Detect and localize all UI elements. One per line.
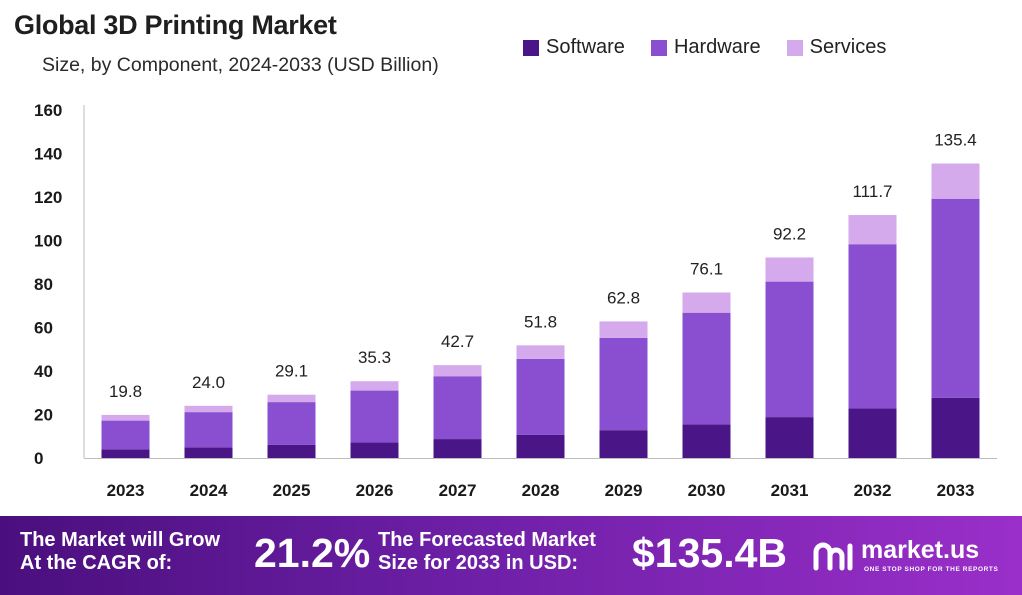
legend: Software Hardware Services (523, 36, 886, 59)
bar-software-2029 (599, 430, 648, 458)
bar-services-2029 (599, 321, 648, 338)
bar-hardware-2028 (516, 358, 565, 435)
forecast-caption: The Forecasted Market Size for 2033 in U… (378, 529, 596, 575)
y-tick-label: 120 (34, 188, 62, 207)
legend-item-software: Software (523, 36, 625, 59)
legend-swatch-services (786, 39, 803, 56)
bar-hardware-2025 (267, 402, 316, 445)
cagr-value: 21.2% (254, 530, 371, 576)
bar-hardware-2033 (931, 198, 980, 398)
bar-services-2023 (101, 414, 150, 421)
bar-software-2025 (267, 444, 316, 458)
bar-services-2026 (350, 381, 399, 391)
bar-software-2031 (765, 417, 814, 458)
bar-services-2032 (848, 215, 897, 245)
cagr-caption-line2: At the CAGR of: (20, 552, 173, 574)
bar-software-2028 (516, 434, 565, 458)
cagr-caption-line1: The Market will Grow (20, 529, 221, 551)
legend-item-services: Services (786, 36, 887, 59)
x-tick-label: 2033 (937, 481, 975, 500)
chart-title: Global 3D Printing Market (14, 10, 337, 40)
chart-subtitle: Size, by Component, 2024-2033 (USD Billi… (42, 54, 439, 76)
x-tick-label: 2027 (439, 481, 477, 500)
bar-software-2030 (682, 424, 731, 458)
data-label-total: 42.7 (441, 332, 474, 351)
y-tick-label: 100 (34, 232, 62, 251)
x-tick-label: 2024 (190, 481, 228, 500)
legend-label-software: Software (546, 36, 625, 58)
x-tick-label: 2031 (771, 481, 809, 500)
legend-item-hardware: Hardware (650, 36, 761, 59)
data-label-total: 29.1 (275, 362, 308, 381)
footer-banner: The Market will Grow At the CAGR of: 21.… (0, 516, 1022, 595)
bar-hardware-2029 (599, 337, 648, 431)
x-tick-label: 2026 (356, 481, 394, 500)
data-label-total: 35.3 (358, 348, 391, 367)
legend-label-services: Services (809, 36, 887, 58)
bar-services-2030 (682, 292, 731, 313)
data-label-total: 62.8 (607, 288, 640, 307)
legend-swatch-software (523, 39, 539, 56)
bar-software-2027 (433, 439, 482, 458)
y-tick-label: 60 (34, 319, 53, 338)
bar-hardware-2027 (433, 376, 482, 440)
forecast-value: $135.4B (632, 530, 788, 576)
y-tick-label: 40 (34, 362, 53, 381)
x-tick-label: 2029 (605, 481, 643, 500)
cagr-caption: The Market will Grow At the CAGR of: (20, 529, 220, 575)
bar-services-2033 (931, 163, 980, 199)
bar-hardware-2032 (848, 244, 897, 409)
data-label-total: 19.8 (109, 382, 142, 401)
x-tick-label: 2025 (273, 481, 311, 500)
bar-hardware-2024 (184, 412, 233, 448)
bar-software-2024 (184, 447, 233, 458)
x-tick-label: 2028 (522, 481, 560, 500)
forecast-caption-line2: Size for 2033 in USD: (378, 552, 579, 574)
x-tick-label: 2030 (688, 481, 726, 500)
chart-plot: 0 20 40 60 80 100 120 140 160 19.8 2023 24.0 2024 29.… (34, 101, 997, 500)
bar-hardware-2026 (350, 390, 399, 443)
bar-services-2031 (765, 257, 814, 282)
bar-services-2028 (516, 345, 565, 359)
market-us-logo-icon (813, 542, 853, 571)
brand-name: market.us (861, 536, 980, 564)
bar-software-2026 (350, 442, 399, 458)
forecast-caption-line1: The Forecasted Market (378, 529, 596, 551)
data-label-total: 135.4 (934, 131, 977, 150)
y-tick-label: 160 (34, 101, 62, 120)
x-tick-label: 2023 (107, 481, 145, 500)
bar-software-2033 (931, 397, 980, 458)
bar-software-2032 (848, 408, 897, 458)
y-tick-label: 80 (34, 275, 53, 294)
data-label-total: 111.7 (852, 182, 892, 201)
bar-services-2024 (184, 405, 233, 413)
bar-hardware-2023 (101, 420, 150, 450)
bar-services-2027 (433, 365, 482, 377)
y-tick-label: 0 (34, 449, 43, 468)
bar-services-2025 (267, 394, 316, 403)
legend-swatch-hardware (650, 39, 667, 56)
brand-tagline: ONE STOP SHOP FOR THE REPORTS (864, 566, 999, 573)
bar-hardware-2031 (765, 281, 814, 418)
data-label-total: 76.1 (690, 259, 723, 278)
data-label-total: 92.2 (773, 224, 806, 243)
y-tick-label: 20 (34, 406, 53, 425)
data-label-total: 24.0 (192, 373, 225, 392)
y-tick-label: 140 (34, 145, 62, 164)
bar-hardware-2030 (682, 312, 731, 425)
data-label-total: 51.8 (524, 312, 557, 331)
bar-software-2023 (101, 449, 150, 458)
x-tick-label: 2032 (854, 481, 892, 500)
legend-label-hardware: Hardware (673, 36, 761, 58)
